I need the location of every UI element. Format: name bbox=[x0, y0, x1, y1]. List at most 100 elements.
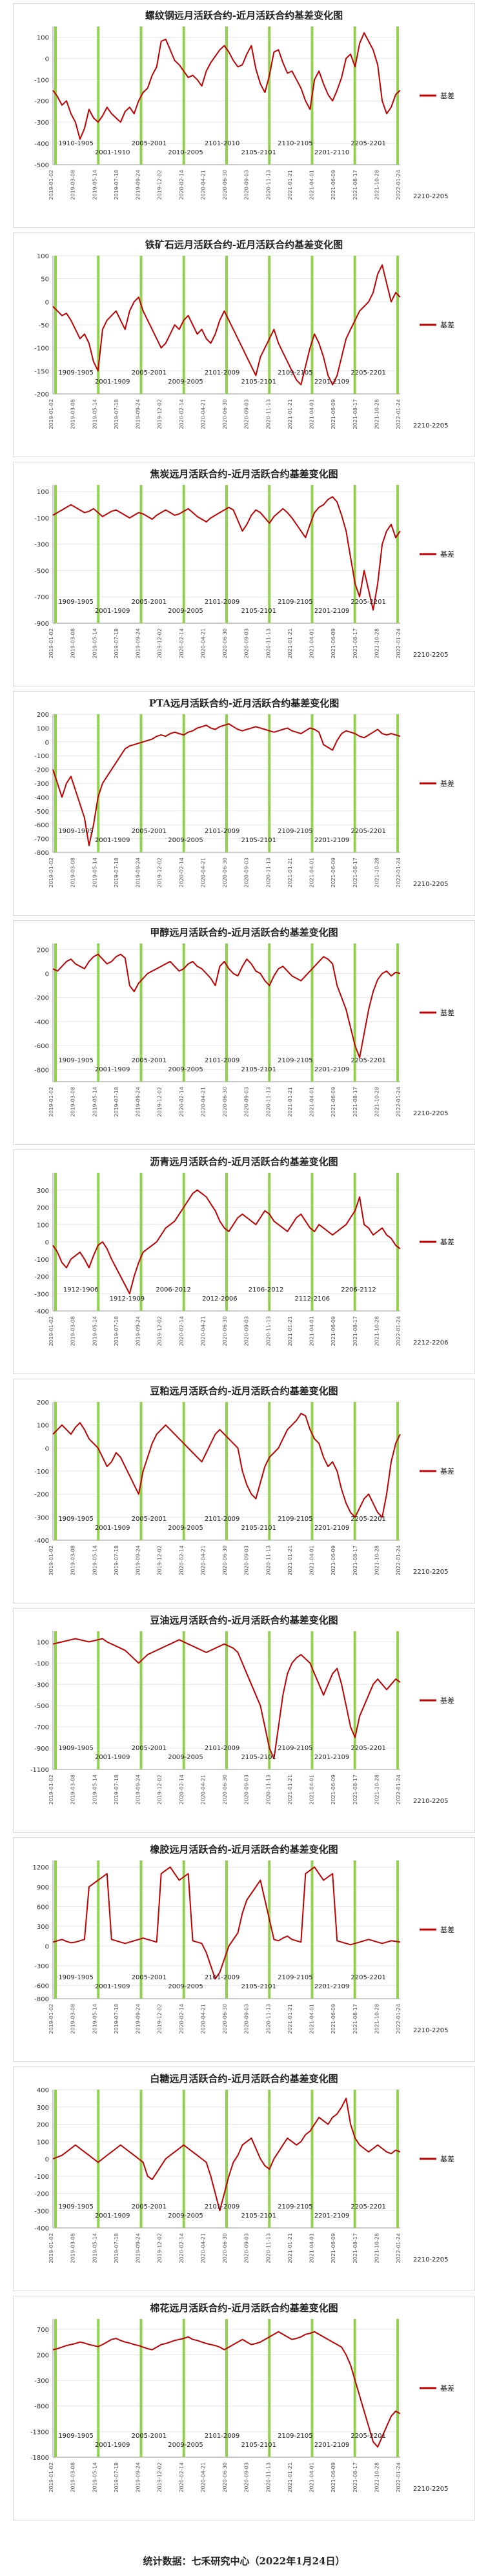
contract-roll-band bbox=[97, 2319, 100, 2457]
contract-roll-band bbox=[310, 1860, 314, 1999]
x-tick-label: 2021-10-28 bbox=[374, 2233, 380, 2263]
contract-period-label: 2210-2205 bbox=[413, 1569, 449, 1576]
contract-period-label: 2201-2109 bbox=[314, 1525, 350, 1532]
chart-title: 橡胶远月活跃合约-近月活跃合约基差变化图 bbox=[150, 1844, 338, 1855]
contract-roll-band bbox=[139, 1173, 143, 1311]
basis-chart-panel: 豆油远月活跃合约-近月活跃合约基差变化图 100 -100 -300 -500 -700 -… bbox=[13, 1608, 475, 1833]
y-tick-label: -300 bbox=[34, 119, 49, 127]
x-tick-label: 2019-03-08 bbox=[70, 1316, 76, 1346]
x-tick-label: 2019-07-18 bbox=[114, 2004, 119, 2034]
chart-title: 豆粕远月活跃合约-近月活跃合约基差变化图 bbox=[150, 1385, 338, 1397]
contract-roll-band bbox=[54, 714, 57, 852]
contract-period-label: 2005-2001 bbox=[132, 140, 167, 147]
x-tick-label: 2022-01-24 bbox=[396, 2233, 402, 2263]
contract-period-label: 1909-1905 bbox=[58, 1516, 94, 1523]
contract-period-label: 1909-1905 bbox=[58, 1745, 94, 1752]
contract-roll-band bbox=[353, 2319, 356, 2457]
y-tick-label: 0 bbox=[45, 739, 49, 747]
y-tick-label: -400 bbox=[34, 1308, 49, 1315]
contract-roll-band bbox=[225, 2090, 228, 2228]
y-tick-label: 200 bbox=[37, 2352, 49, 2359]
x-tick-label: 2019-12-02 bbox=[157, 628, 163, 659]
contract-period-label: 2205-2201 bbox=[351, 1516, 386, 1523]
contract-period-label: 2109-2105 bbox=[278, 369, 313, 376]
contract-period-label: 2001-1909 bbox=[95, 1983, 130, 1990]
chart-frame bbox=[13, 1608, 475, 1833]
x-tick-label: 2021-06-09 bbox=[330, 2004, 336, 2034]
y-tick-label: -300 bbox=[34, 1963, 49, 1970]
x-tick-label: 2019-05-14 bbox=[92, 2004, 97, 2034]
contract-roll-band bbox=[268, 485, 271, 623]
x-tick-label: 2021-10-28 bbox=[374, 1087, 380, 1117]
x-tick-label: 2021-06-09 bbox=[330, 2462, 336, 2493]
contract-period-label: 2210-2205 bbox=[413, 2486, 449, 2493]
chart-title: 铁矿石远月活跃合约-近月活跃合约基差变化图 bbox=[145, 239, 343, 251]
contract-period-label: 2105-2101 bbox=[241, 378, 276, 386]
x-tick-label: 2021-01-21 bbox=[287, 1775, 293, 1805]
contract-period-label: 2205-2201 bbox=[351, 599, 386, 606]
contract-roll-band bbox=[310, 943, 314, 1082]
basis-series-line bbox=[52, 1412, 401, 1518]
chart-frame bbox=[13, 1149, 475, 1374]
contract-period-label: 2201-2109 bbox=[314, 1754, 350, 1761]
y-tick-label: 100 bbox=[37, 34, 49, 41]
x-tick-label: 2020-09-03 bbox=[244, 2462, 250, 2493]
contract-period-label: 2109-2105 bbox=[278, 1057, 313, 1064]
x-tick-label: 2019-09-24 bbox=[136, 1087, 141, 1117]
contract-roll-band bbox=[54, 2090, 57, 2228]
contract-roll-band bbox=[54, 1860, 57, 1999]
x-tick-label: 2020-04-21 bbox=[200, 2004, 206, 2034]
x-tick-label: 2019-01-02 bbox=[48, 1775, 54, 1805]
y-tick-label: -300 bbox=[34, 542, 49, 549]
x-tick-label: 2019-05-14 bbox=[92, 858, 97, 888]
basis-series-line bbox=[52, 723, 401, 847]
x-tick-label: 2020-11-13 bbox=[265, 2462, 271, 2493]
contract-period-label: 2005-2001 bbox=[132, 1745, 167, 1752]
basis-series-line bbox=[52, 1189, 401, 1295]
contract-roll-band bbox=[225, 26, 228, 165]
contract-roll-band bbox=[225, 1631, 228, 1769]
contract-roll-band bbox=[353, 1173, 356, 1311]
contract-roll-band bbox=[97, 1631, 100, 1769]
x-tick-label: 2021-01-21 bbox=[287, 2233, 293, 2263]
contract-period-label: 2001-1909 bbox=[95, 1066, 130, 1073]
x-tick-label: 2019-12-02 bbox=[157, 2004, 163, 2034]
y-tick-label: -400 bbox=[34, 1019, 49, 1026]
x-tick-label: 2019-12-02 bbox=[157, 2462, 163, 2493]
legend-label: 基差 bbox=[440, 1008, 454, 1017]
x-tick-label: 2022-01-24 bbox=[396, 1545, 402, 1576]
y-tick-label: 1200 bbox=[33, 1864, 49, 1871]
contract-period-label: 2009-2005 bbox=[168, 1525, 203, 1532]
y-tick-label: 200 bbox=[37, 947, 49, 954]
contract-period-label: 2201-2109 bbox=[314, 1066, 350, 1073]
chart-title: 棉花远月活跃合约-近月活跃合约基差变化图 bbox=[150, 2302, 338, 2314]
x-tick-label: 2022-01-24 bbox=[396, 1087, 402, 1117]
contract-roll-band bbox=[396, 1860, 399, 1999]
x-tick-label: 2019-07-18 bbox=[114, 2462, 119, 2493]
y-tick-label: -100 bbox=[34, 1660, 49, 1667]
x-tick-label: 2022-01-24 bbox=[396, 628, 402, 659]
chart-plot: 2001000-100-200-300-400-500-600-700-8002… bbox=[34, 712, 454, 888]
x-tick-label: 2020-02-14 bbox=[179, 2462, 185, 2493]
x-tick-label: 2019-01-02 bbox=[48, 1087, 54, 1117]
x-tick-label: 2019-05-14 bbox=[92, 1545, 97, 1576]
chart-frame bbox=[13, 462, 475, 686]
x-tick-label: 2022-01-24 bbox=[396, 170, 402, 200]
x-tick-label: 2022-01-24 bbox=[396, 2004, 402, 2034]
contract-roll-band bbox=[396, 2319, 399, 2457]
contract-period-label: 2109-2105 bbox=[278, 1745, 313, 1752]
y-tick-label: -200 bbox=[34, 98, 49, 105]
y-tick-label: 300 bbox=[37, 1188, 49, 1195]
y-tick-label: -100 bbox=[34, 753, 49, 760]
contract-period-label: 2009-2005 bbox=[168, 1754, 203, 1761]
y-tick-label: -500 bbox=[34, 809, 49, 816]
x-tick-label: 2020-11-13 bbox=[265, 2004, 271, 2034]
x-tick-label: 2020-02-14 bbox=[179, 399, 185, 429]
x-tick-label: 2022-01-24 bbox=[396, 399, 402, 429]
contract-roll-band bbox=[182, 714, 185, 852]
basis-chart-panel: 棉花远月活跃合约-近月活跃合约基差变化图 700 200 -300 -800 -1300 -… bbox=[13, 2296, 475, 2520]
y-tick-label: -400 bbox=[34, 794, 49, 801]
